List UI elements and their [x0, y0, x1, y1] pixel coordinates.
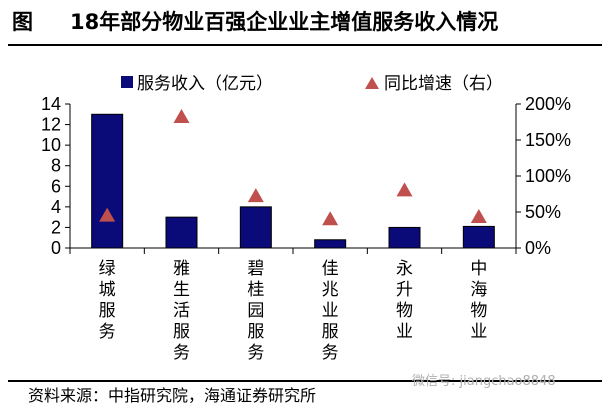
bar-revenue — [91, 113, 124, 249]
legend-label-growth: 同比增速（右） — [384, 74, 503, 94]
figure-title-text: 18年部分物业百强企业业主增值服务收入情况 — [70, 10, 499, 34]
y-tick-label-left: 10 — [41, 135, 61, 155]
y-tick-label-left: 4 — [51, 197, 61, 217]
source-note: 资料来源：中指研究院，海通证券研究所 — [28, 386, 317, 405]
y-tick-label-right: 0% — [525, 238, 551, 258]
y-tick-label-left: 6 — [51, 176, 61, 196]
legend: 服务收入（亿元） 同比增速（右） — [121, 74, 503, 94]
legend-label-revenue: 服务收入（亿元） — [137, 74, 273, 94]
figure-title: 图 18年部分物业百强企业业主增值服务收入情况 — [8, 4, 602, 40]
bar-revenue — [388, 226, 421, 249]
bar-revenue — [165, 216, 198, 249]
bar-revenue — [239, 206, 272, 249]
bar-revenue — [314, 239, 347, 249]
bar-revenue — [462, 225, 495, 249]
growth-markers — [99, 108, 487, 226]
source-divider — [8, 380, 602, 382]
y-tick-label-right: 200% — [525, 94, 571, 114]
y-tick-label-left: 14 — [41, 94, 61, 114]
y-tick-label-left: 8 — [51, 156, 61, 176]
y-tick-label-right: 50% — [525, 202, 561, 222]
y-tick-label-right: 100% — [525, 166, 571, 186]
y-tick-label-right: 150% — [525, 130, 571, 150]
category-label: 碧桂园服务 — [247, 259, 264, 363]
y-tick-label-left: 2 — [51, 217, 61, 237]
marker-growth — [322, 211, 339, 226]
category-label: 中海物业 — [470, 259, 487, 342]
marker-growth — [247, 188, 264, 203]
watermark: 微信号: jiangchao8848 — [412, 374, 556, 389]
category-labels: 绿城服务 雅生活服务 碧桂园服务 佳兆业服务 永升物业 中海物业 — [99, 259, 488, 363]
marker-growth — [99, 207, 116, 222]
marker-growth — [396, 182, 413, 197]
title-divider — [8, 44, 602, 46]
category-label: 绿城服务 — [99, 259, 116, 342]
marker-growth — [173, 108, 190, 123]
category-label: 佳兆业服务 — [322, 259, 339, 363]
y-tick-label-left: 12 — [41, 115, 61, 135]
legend-marker-growth — [365, 77, 379, 89]
y-tick-label-left: 0 — [51, 238, 61, 258]
figure-label: 图 — [12, 10, 33, 34]
category-label: 雅生活服务 — [173, 259, 190, 363]
bars — [91, 113, 495, 249]
category-label: 永升物业 — [396, 259, 413, 342]
marker-growth — [470, 209, 487, 224]
legend-swatch-revenue — [121, 76, 133, 88]
